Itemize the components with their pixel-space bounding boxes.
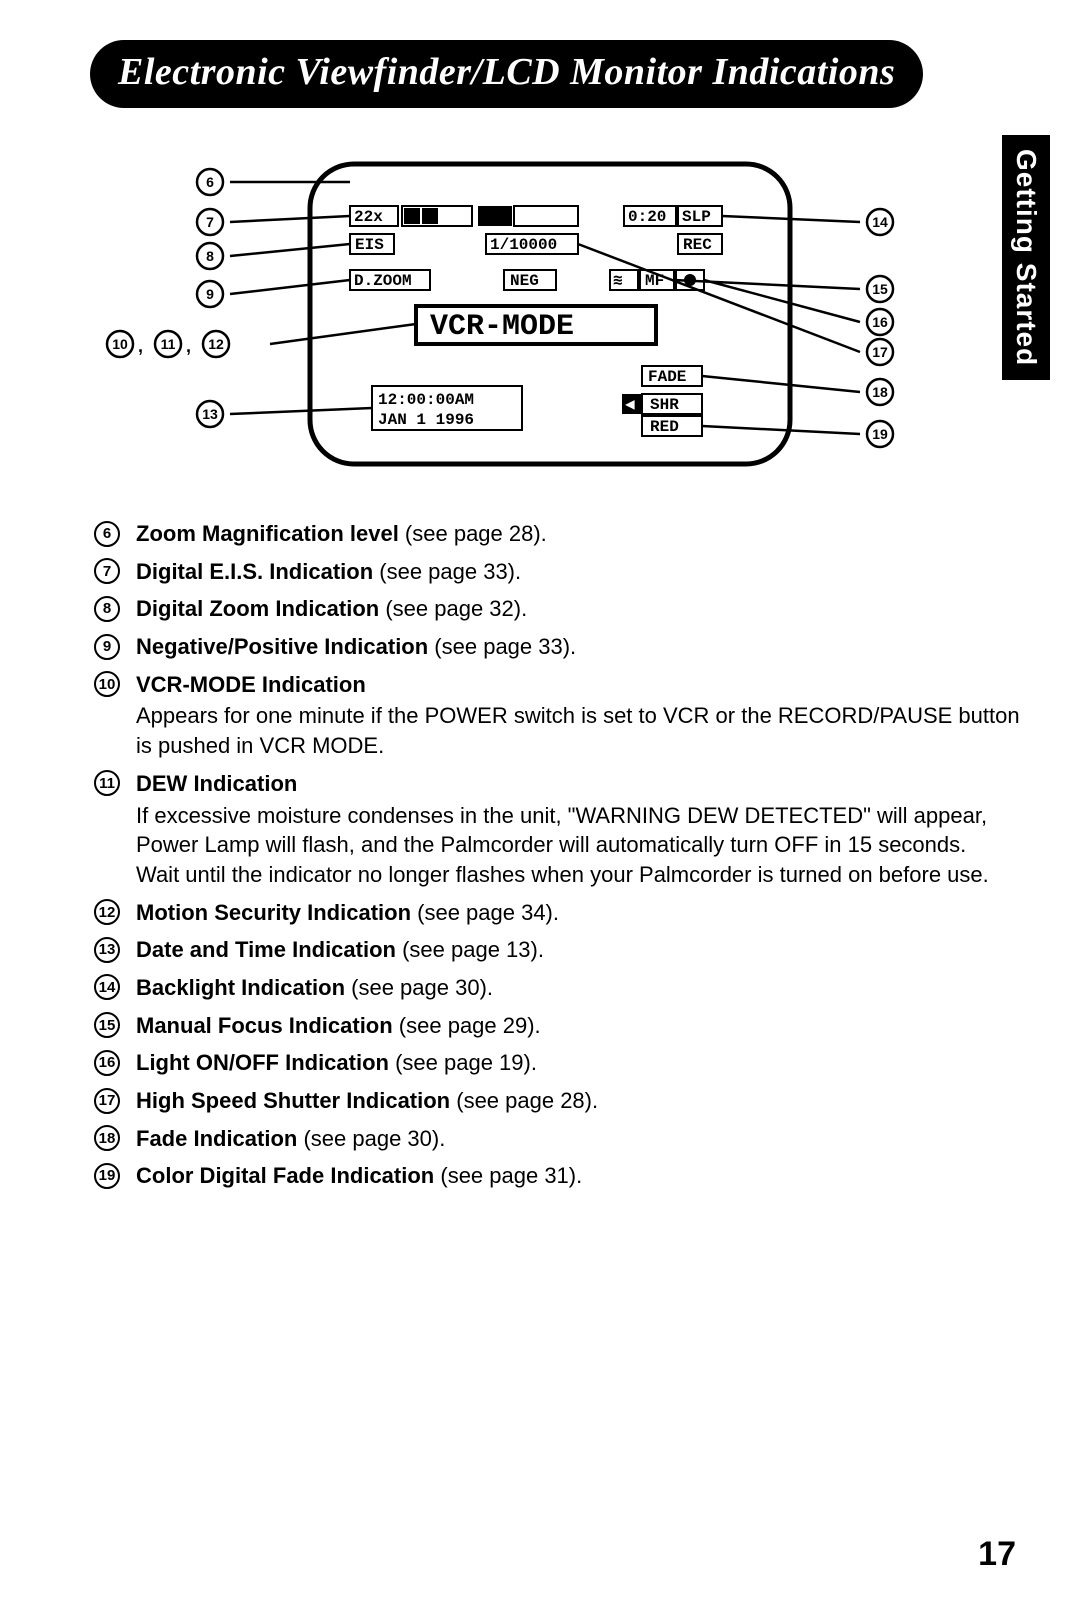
legend-suffix: (see page 33). <box>373 559 521 584</box>
legend-item: 7 Digital E.I.S. Indication (see page 33)… <box>90 557 1020 587</box>
legend-number: 12 <box>94 899 120 925</box>
legend-suffix: (see page 28). <box>450 1088 598 1113</box>
osd-eis: EIS <box>355 236 384 254</box>
legend-label: Zoom Magnification level <box>136 521 399 546</box>
legend-number: 16 <box>94 1050 120 1076</box>
svg-text:6: 6 <box>206 174 214 190</box>
osd-dzoom: D.ZOOM <box>354 272 412 290</box>
osd-speed: SLP <box>682 208 711 226</box>
legend-number: 14 <box>94 974 120 1000</box>
legend-description: Appears for one minute if the POWER swit… <box>136 701 1020 760</box>
svg-text:14: 14 <box>872 214 888 230</box>
osd-fade: FADE <box>648 368 686 386</box>
osd-mode: VCR-MODE <box>430 310 574 344</box>
legend-label: Backlight Indication <box>136 975 345 1000</box>
svg-text:13: 13 <box>202 406 218 422</box>
legend-label: Negative/Positive Indication <box>136 634 428 659</box>
legend-number: 15 <box>94 1012 120 1038</box>
legend-number: 19 <box>94 1163 120 1189</box>
svg-text:11: 11 <box>161 336 176 352</box>
osd-zoom: 22x <box>354 208 383 226</box>
legend-item: 13 Date and Time Indication (see page 13)… <box>90 935 1020 965</box>
legend-label: Digital E.I.S. Indication <box>136 559 373 584</box>
legend-item: 18 Fade Indication (see page 30). <box>90 1124 1020 1154</box>
legend-item: 15 Manual Focus Indication (see page 29). <box>90 1011 1020 1041</box>
legend-item: 8 Digital Zoom Indication (see page 32). <box>90 594 1020 624</box>
legend-number: 7 <box>94 558 120 584</box>
svg-text:10: 10 <box>112 336 128 352</box>
legend-suffix: (see page 31). <box>434 1163 582 1188</box>
legend-label: Fade Indication <box>136 1126 297 1151</box>
page-number: 17 <box>978 1535 1016 1574</box>
svg-text:◀: ◀ <box>625 396 635 414</box>
legend-item: 6 Zoom Magnification level (see page 28). <box>90 519 1020 549</box>
legend-item: 11 DEW Indication If excessive moisture co… <box>90 769 1020 890</box>
osd-neg: NEG <box>510 272 539 290</box>
legend-label: VCR-MODE Indication <box>136 672 366 697</box>
viewfinder-diagram: 22x 0:20 SLP EIS 1/10000 <box>90 144 970 489</box>
legend-number: 11 <box>94 770 120 796</box>
legend-number: 6 <box>94 521 120 547</box>
legend-number: 10 <box>94 671 120 697</box>
svg-text:≋: ≋ <box>613 272 623 290</box>
svg-text:9: 9 <box>206 286 214 302</box>
legend-label: Date and Time Indication <box>136 937 396 962</box>
legend-list: 6 Zoom Magnification level (see page 28).… <box>90 519 1020 1191</box>
legend-label: Manual Focus Indication <box>136 1013 393 1038</box>
legend-suffix: (see page 28). <box>399 521 547 546</box>
legend-suffix: (see page 33). <box>428 634 576 659</box>
osd-red: RED <box>650 418 679 436</box>
svg-text:7: 7 <box>206 214 214 230</box>
legend-suffix: (see page 13). <box>396 937 544 962</box>
svg-text:16: 16 <box>872 314 888 330</box>
section-tab: Getting Started <box>1002 135 1050 380</box>
legend-item: 17 High Speed Shutter Indication (see pag… <box>90 1086 1020 1116</box>
page-title: Electronic Viewfinder/LCD Monitor Indica… <box>90 40 923 108</box>
legend-number: 13 <box>94 937 120 963</box>
legend-suffix: (see page 32). <box>379 596 527 621</box>
legend-number: 18 <box>94 1125 120 1151</box>
svg-text:8: 8 <box>206 248 214 264</box>
osd-clock-date: JAN 1 1996 <box>378 411 474 429</box>
legend-suffix: (see page 30). <box>297 1126 445 1151</box>
legend-label: DEW Indication <box>136 771 297 796</box>
legend-number: 9 <box>94 634 120 660</box>
osd-time: 0:20 <box>628 208 666 226</box>
legend-item: 10 VCR-MODE Indication Appears for one min… <box>90 670 1020 761</box>
legend-suffix: (see page 34). <box>411 900 559 925</box>
svg-text:17: 17 <box>872 344 888 360</box>
legend-label: Motion Security Indication <box>136 900 411 925</box>
legend-suffix: (see page 29). <box>393 1013 541 1038</box>
legend-label: Light ON/OFF Indication <box>136 1050 389 1075</box>
legend-label: Digital Zoom Indication <box>136 596 379 621</box>
legend-suffix: (see page 30). <box>345 975 493 1000</box>
legend-item: 12 Motion Security Indication (see page 3… <box>90 898 1020 928</box>
legend-item: 9 Negative/Positive Indication (see page … <box>90 632 1020 662</box>
svg-text:18: 18 <box>872 384 888 400</box>
legend-item: 19 Color Digital Fade Indication (see pag… <box>90 1161 1020 1191</box>
osd-clock-time: 12:00:00AM <box>378 391 474 409</box>
legend-label: Color Digital Fade Indication <box>136 1163 434 1188</box>
legend-item: 14 Backlight Indication (see page 30). <box>90 973 1020 1003</box>
svg-text:19: 19 <box>872 426 888 442</box>
svg-text:,: , <box>138 336 143 356</box>
osd-shr: SHR <box>650 396 679 414</box>
legend-suffix: (see page 19). <box>389 1050 537 1075</box>
osd-rec: REC <box>683 236 712 254</box>
legend-label: High Speed Shutter Indication <box>136 1088 450 1113</box>
svg-text:,: , <box>186 336 191 356</box>
osd-shutter: 1/10000 <box>490 236 557 254</box>
legend-number: 8 <box>94 596 120 622</box>
svg-text:12: 12 <box>208 336 224 352</box>
legend-item: 16 Light ON/OFF Indication (see page 19). <box>90 1048 1020 1078</box>
legend-description: If excessive moisture condenses in the u… <box>136 801 1020 890</box>
legend-number: 17 <box>94 1088 120 1114</box>
svg-text:15: 15 <box>872 281 888 297</box>
